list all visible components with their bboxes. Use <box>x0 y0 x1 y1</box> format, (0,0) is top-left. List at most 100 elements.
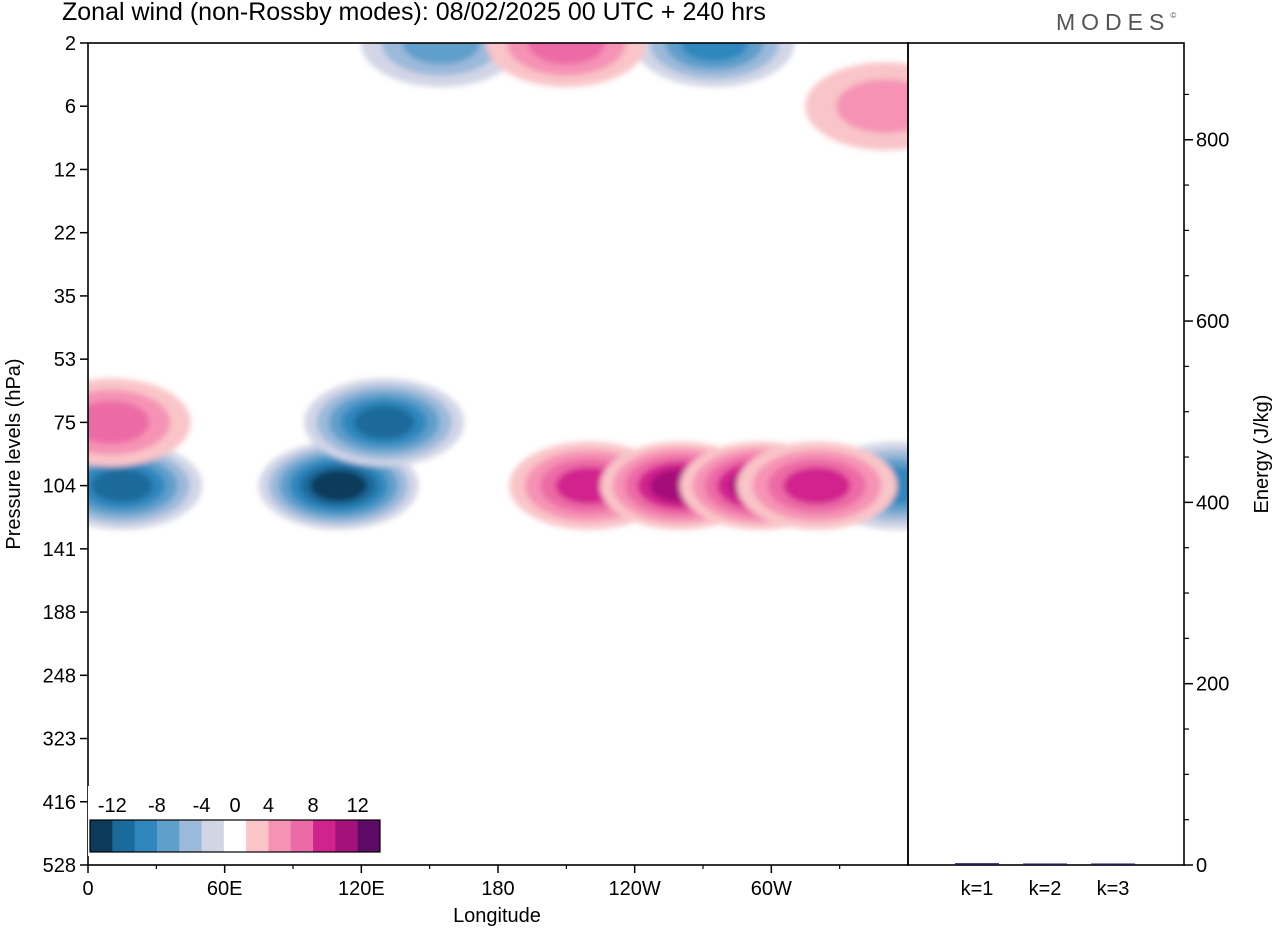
x-axis-label: Longitude <box>453 905 541 927</box>
contour-feature <box>258 441 419 530</box>
energy-y-tick: 600 <box>1184 311 1229 333</box>
contour-feature <box>805 62 908 151</box>
colorbar-label: -12 <box>98 795 127 817</box>
y-tick: 12 <box>54 159 88 181</box>
energy-bar <box>1023 863 1067 865</box>
heatmap-field <box>88 43 908 530</box>
brand-mark: © <box>1170 11 1177 20</box>
energy-y-tick: 800 <box>1184 130 1229 152</box>
energy-bars <box>955 863 1135 865</box>
contour-level <box>310 469 367 502</box>
colorbar-label: -4 <box>193 795 211 817</box>
colorbar-swatch <box>223 820 247 852</box>
y-tick-label: 22 <box>54 223 76 245</box>
energy-axis-label: Energy (J/kg) <box>1251 395 1273 514</box>
y-tick: 35 <box>54 286 88 308</box>
brand-text: MODES <box>1056 9 1171 35</box>
energy-category-label: k=3 <box>1097 878 1130 900</box>
colorbar-swatch <box>156 820 180 852</box>
y-tick-label: 75 <box>54 412 76 434</box>
heatmap-plot: 0 60E 120E 180 120W 60W 2 6 12 22 35 53 75 104 141 188… <box>3 33 909 927</box>
y-tick-label: 53 <box>54 349 76 371</box>
energy-y-tick-label: 400 <box>1196 492 1229 514</box>
colorbar-swatch <box>134 820 158 852</box>
contour-feature <box>736 441 897 530</box>
colorbar: -12 -8 -4 0 4 8 12 <box>88 786 382 856</box>
x-tick: 120W <box>609 865 661 900</box>
y-tick-label: 416 <box>43 792 76 814</box>
y-tick: 528 <box>43 855 88 877</box>
x-tick: 60E <box>207 865 243 900</box>
y-tick-label: 12 <box>54 159 76 181</box>
y-tick: 6 <box>65 96 88 118</box>
colorbar-swatch <box>268 820 292 852</box>
x-tick-label: 60E <box>207 878 243 900</box>
x-tick-label: 60W <box>751 878 792 900</box>
contour-level <box>91 468 153 503</box>
contour-feature <box>304 378 465 467</box>
contour-feature <box>88 378 191 467</box>
contour-feature <box>634 43 795 87</box>
contour-level <box>836 79 908 134</box>
energy-y-tick-label: 200 <box>1196 674 1229 696</box>
contour-level <box>353 405 415 440</box>
colorbar-swatch <box>246 820 269 852</box>
colorbar-swatch <box>357 820 381 852</box>
chart-title: Zonal wind (non-Rossby modes): 08/02/202… <box>62 0 766 26</box>
y-tick-label: 35 <box>54 286 76 308</box>
colorbar-label: -8 <box>148 795 166 817</box>
y-tick: 141 <box>43 539 88 561</box>
colorbar-label: 12 <box>347 795 369 817</box>
y-tick: 323 <box>43 729 88 751</box>
colorbar-frame <box>89 819 381 853</box>
contour-fill-group <box>88 43 908 530</box>
energy-bar <box>955 863 999 865</box>
colorbar-swatch <box>313 820 336 852</box>
y-tick: 248 <box>43 665 88 687</box>
y-tick-label: 323 <box>43 729 76 751</box>
y-tick-label: 528 <box>43 855 76 877</box>
energy-category-label: k=1 <box>961 878 994 900</box>
colorbar-label: 0 <box>229 795 240 817</box>
y-axis-ticks: 2 6 12 22 35 53 75 104 141 188 248 323 416 528 <box>43 33 88 877</box>
contour-level <box>783 467 851 505</box>
y-tick-label: 141 <box>43 539 76 561</box>
y-tick: 22 <box>54 223 88 245</box>
energy-bar <box>1091 863 1135 865</box>
y-tick: 188 <box>43 602 88 624</box>
colorbar-label: 8 <box>308 795 319 817</box>
y-tick-label: 104 <box>43 476 76 498</box>
energy-category-label: k=2 <box>1029 878 1062 900</box>
y-tick-label: 248 <box>43 665 76 687</box>
energy-panel: 0 200 400 600 800 k=1 k=2 k=3 Energy (J/kg) <box>907 42 1273 900</box>
contour-level <box>88 401 150 444</box>
energy-y-tick: 200 <box>1184 674 1229 696</box>
brand-logo: MODES© <box>1056 9 1176 36</box>
x-tick: 0 <box>82 865 94 900</box>
energy-y-tick: 400 <box>1184 492 1229 514</box>
x-tick: 120E <box>338 865 385 900</box>
colorbar-swatch <box>290 820 314 852</box>
y-tick-label: 188 <box>43 602 76 624</box>
colorbar-swatch <box>112 820 136 852</box>
y-tick: 2 <box>65 33 88 55</box>
y-tick: 53 <box>54 349 88 371</box>
y-tick-label: 2 <box>65 33 76 55</box>
colorbar-label: 4 <box>263 795 274 817</box>
x-tick: 60W <box>751 865 792 900</box>
colorbar-swatch <box>335 820 359 852</box>
y-axis-label: Pressure levels (hPa) <box>3 358 25 549</box>
y-tick: 75 <box>54 412 88 434</box>
contour-feature <box>486 43 647 87</box>
y-tick: 416 <box>43 792 88 814</box>
energy-categories: k=1 k=2 k=3 <box>961 878 1130 900</box>
energy-y-tick-label: 800 <box>1196 130 1229 152</box>
contour-level <box>527 43 605 65</box>
x-axis-ticks: 0 60E 120E 180 120W 60W <box>82 865 841 900</box>
colorbar-swatch <box>90 820 113 852</box>
contour-feature <box>361 43 522 87</box>
contour-level <box>402 43 480 65</box>
energy-y-ticks: 0 200 400 600 800 <box>1184 93 1229 877</box>
contour-level <box>680 43 748 62</box>
y-tick-label: 6 <box>65 96 76 118</box>
